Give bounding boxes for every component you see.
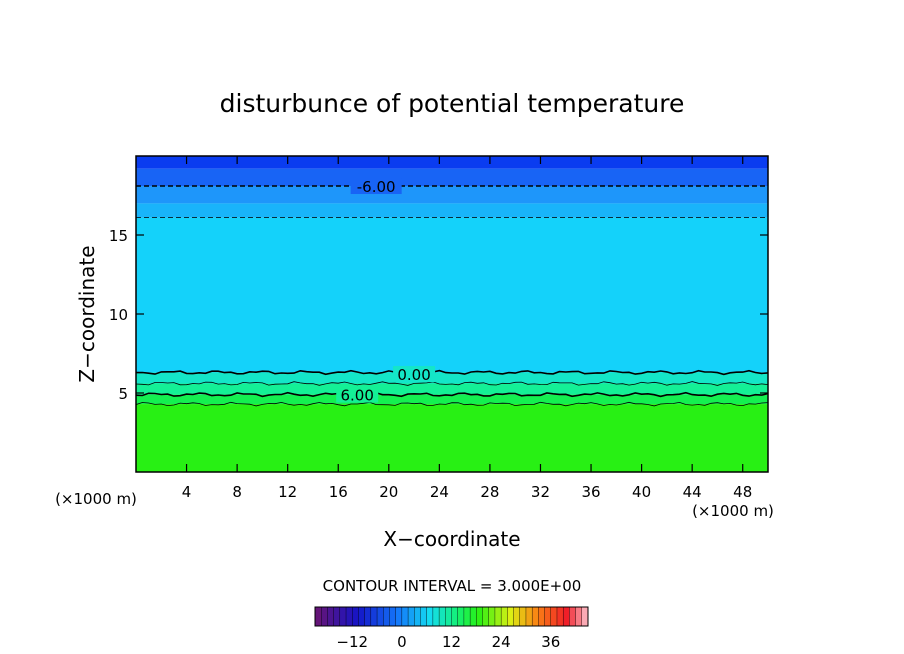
colorbar-cell-38 xyxy=(550,606,558,627)
colorbar-cell-42 xyxy=(575,606,583,627)
colorbar-cell-20 xyxy=(438,606,446,627)
colorbar-cell-1 xyxy=(321,606,328,627)
contour-label-0: -6.00 xyxy=(357,178,396,196)
contour-line-5 xyxy=(136,401,768,407)
color-band-0 xyxy=(136,156,768,169)
color-band-6 xyxy=(136,383,768,395)
contour-label-bg-2 xyxy=(336,386,379,403)
colorbar-cell-22 xyxy=(451,606,459,627)
contour-label-bg-0 xyxy=(350,178,402,195)
colorbar-cell-6 xyxy=(352,606,359,627)
color-band-4 xyxy=(136,217,768,373)
colorbar-cell-33 xyxy=(519,606,527,627)
plot-area: -6.00 0.00 6.00 xyxy=(136,156,768,472)
colorbar-cell-39 xyxy=(556,606,564,627)
chart-title: disturbunce of potential temperature xyxy=(220,89,685,118)
y-axis-unit: (×1000 m) xyxy=(55,490,137,508)
color-band-5 xyxy=(136,372,768,384)
colorbar-cell-16 xyxy=(414,606,421,627)
colorbar-cell-35 xyxy=(531,606,539,627)
colorbar-cell-31 xyxy=(507,606,515,627)
colorbar-cell-25 xyxy=(469,606,477,627)
colorbar-cell-30 xyxy=(500,606,508,627)
colorbar-cell-2 xyxy=(327,606,335,627)
colorbar-cell-34 xyxy=(525,606,533,627)
colorbar-cell-5 xyxy=(345,606,353,627)
colorbar-cell-18 xyxy=(426,606,434,627)
colorbar-cell-43 xyxy=(581,606,589,627)
contour-labels: -6.00 0.00 6.00 xyxy=(336,178,436,405)
colorbar-cell-4 xyxy=(339,606,347,627)
color-band-3 xyxy=(136,203,768,218)
colorbar-cell-24 xyxy=(463,606,471,627)
colorbar-tick-label-0: −12 xyxy=(336,633,368,651)
colorbar-cell-9 xyxy=(370,606,378,627)
colorbar-cell-7 xyxy=(358,606,366,627)
contour-interval-text: CONTOUR INTERVAL = 3.000E+00 xyxy=(323,577,582,595)
colorbar-cell-29 xyxy=(494,606,502,627)
x-tick-label-3: 16 xyxy=(329,483,348,501)
colorbar-cell-13 xyxy=(395,606,403,627)
x-tick-label-11: 48 xyxy=(733,483,752,501)
colorbar-cell-23 xyxy=(457,606,465,627)
x-tick-label-8: 36 xyxy=(581,483,600,501)
colorbar-cell-11 xyxy=(383,606,390,627)
x-tick-label-7: 32 xyxy=(531,483,550,501)
colorbar-frame xyxy=(314,606,589,627)
colorbar-cell-41 xyxy=(569,606,577,627)
x-tick-label-4: 20 xyxy=(379,483,398,501)
colorbar-cell-37 xyxy=(544,606,552,627)
colorbar-cell-36 xyxy=(538,606,546,627)
colorbar-tick-label-2: 12 xyxy=(442,633,461,651)
colorbar-cell-14 xyxy=(401,606,409,627)
x-axis-unit: (×1000 m) xyxy=(692,502,774,520)
contour-line-2 xyxy=(136,369,768,376)
color-band-7 xyxy=(136,394,768,405)
x-tick-label-2: 12 xyxy=(278,483,297,501)
colorbar-cell-17 xyxy=(420,606,428,627)
colorbar-cell-3 xyxy=(333,606,341,627)
y-axis-ticks: 5 10 15 xyxy=(109,227,768,403)
colorbar-tick-label-3: 24 xyxy=(492,633,511,651)
y-axis-label: Z−coordinate xyxy=(75,245,99,382)
contour-line-3 xyxy=(136,381,768,386)
y-tick-label-2: 15 xyxy=(109,227,128,245)
contour-label-2: 6.00 xyxy=(340,387,373,405)
colorbar-tick-label-1: 0 xyxy=(397,633,407,651)
y-tick-label-0: 5 xyxy=(118,385,128,403)
x-tick-label-9: 40 xyxy=(632,483,651,501)
color-band-1 xyxy=(136,168,768,187)
color-bands xyxy=(136,156,768,472)
colorbar-cell-19 xyxy=(432,606,440,627)
colorbar-cell-32 xyxy=(513,606,521,627)
x-tick-label-0: 4 xyxy=(182,483,192,501)
color-band-8 xyxy=(136,404,768,472)
contour-line-4 xyxy=(136,391,768,398)
colorbar-cell-27 xyxy=(482,606,490,627)
x-tick-label-10: 44 xyxy=(683,483,702,501)
colorbar-cell-15 xyxy=(407,606,415,627)
colorbar xyxy=(314,606,589,627)
y-tick-label-1: 10 xyxy=(109,306,128,324)
colorbar-cell-21 xyxy=(445,606,452,627)
colorbar-cell-0 xyxy=(314,606,322,627)
colorbar-cell-12 xyxy=(389,606,397,627)
x-axis-ticks: 4 8 12 16 20 24 28 32 36 40 44 48 xyxy=(182,156,752,501)
x-tick-label-1: 8 xyxy=(232,483,242,501)
colorbar-cell-40 xyxy=(562,606,570,627)
x-axis-label: X−coordinate xyxy=(383,527,520,551)
colorbar-cell-8 xyxy=(364,606,372,627)
contour-label-bg-1 xyxy=(393,366,436,383)
colorbar-cell-10 xyxy=(376,606,384,627)
colorbar-cell-26 xyxy=(476,606,484,627)
colorbar-cell-28 xyxy=(488,606,496,627)
x-tick-label-5: 24 xyxy=(430,483,449,501)
colorbar-tick-label-4: 36 xyxy=(541,633,560,651)
contour-lines xyxy=(136,185,768,407)
color-band-2 xyxy=(136,186,768,204)
contour-label-1: 0.00 xyxy=(397,366,430,384)
colorbar-ticks: −12 0 12 24 36 xyxy=(336,633,560,651)
x-tick-label-6: 28 xyxy=(480,483,499,501)
